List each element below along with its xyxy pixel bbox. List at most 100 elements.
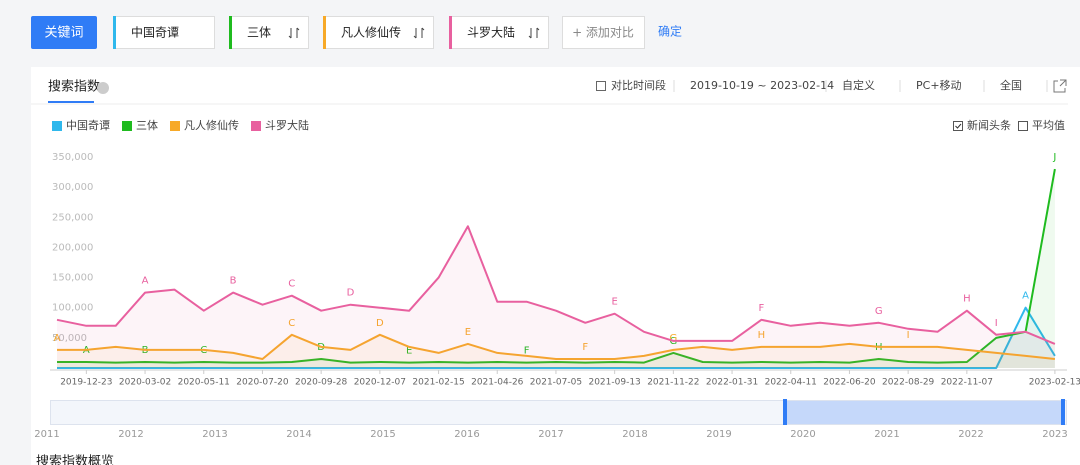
legend-swatch — [170, 121, 180, 131]
keyword-button[interactable] — [31, 16, 97, 49]
keyword-button-label: 关键词 — [44, 26, 83, 41]
x-tick-label: 2020-03-02 — [119, 378, 171, 388]
average: 平均值 — [1032, 119, 1065, 132]
term-input[interactable] — [229, 16, 309, 49]
x-tick-label: 2022-08-29 — [882, 378, 935, 388]
event-marker[interactable]: C — [288, 318, 295, 329]
term-label: 斗罗大陆 — [467, 25, 515, 40]
term-color — [449, 16, 452, 49]
series-area — [57, 334, 1055, 368]
term-input[interactable] — [449, 16, 549, 49]
slider-year: 2017 — [538, 429, 563, 440]
legend-label: 三体 — [136, 118, 158, 132]
compare-period: 对比时间段 — [611, 78, 666, 92]
plot: 中国奇谭 三体 凡人修仙传 斗罗大陆 50,000 100,000 150,000 200,0… — [50, 118, 1080, 388]
x-tick-label: 2021-07-05 — [530, 378, 582, 388]
card — [31, 67, 1080, 465]
x-tick-label: 2021-04-26 — [471, 378, 524, 388]
y-tick-label: 150,000 — [52, 273, 93, 284]
event-marker[interactable]: C — [288, 279, 295, 290]
series-area — [57, 226, 1055, 368]
slider-year: 2013 — [202, 429, 227, 440]
avg-checkbox[interactable] — [1018, 121, 1028, 131]
event-marker[interactable]: G — [875, 306, 883, 317]
add-compare[interactable] — [562, 16, 645, 49]
x-tick-label: 2021-11-22 — [647, 378, 699, 388]
series-line — [56, 225, 1056, 345]
event-marker[interactable]: I — [907, 330, 910, 341]
y-tick-label: 350,000 — [52, 152, 93, 163]
event-marker[interactable]: D — [376, 318, 384, 329]
x-tick-label: 2021-02-15 — [412, 378, 464, 388]
slider-year: 2021 — [874, 429, 899, 440]
event-marker[interactable]: G — [669, 333, 677, 344]
tab-underline — [48, 101, 94, 103]
event-marker[interactable]: E — [465, 327, 471, 338]
term-input[interactable] — [113, 16, 215, 49]
event-marker[interactable]: B — [230, 276, 237, 287]
slider-year: 2022 — [958, 429, 983, 440]
term-label: 中国奇谭 — [131, 25, 179, 40]
term-input[interactable] — [323, 16, 434, 49]
range-selection[interactable] — [785, 401, 1063, 424]
checkbox[interactable] — [596, 81, 606, 91]
series-line — [57, 306, 1056, 369]
help-icon[interactable] — [97, 82, 109, 94]
term-color — [113, 16, 116, 49]
export-icon[interactable] — [1053, 79, 1067, 93]
custom[interactable]: 自定义 — [842, 78, 875, 92]
legend-label: 凡人修仙传 — [184, 118, 239, 132]
x-tick-label: 2020-07-20 — [236, 378, 289, 388]
event-marker[interactable]: J — [1052, 152, 1056, 163]
term-label: 凡人修仙传 — [341, 25, 401, 40]
region[interactable]: 全国 — [1000, 78, 1022, 92]
legend-label: 中国奇谭 — [66, 119, 110, 132]
event-marker[interactable]: E — [406, 346, 412, 357]
slider-year: 2011 — [34, 429, 59, 440]
event-marker[interactable]: H — [963, 294, 971, 305]
news-checkbox[interactable] — [953, 121, 963, 131]
add-compare-label: + 添加对比 — [572, 26, 634, 40]
term-color — [323, 16, 326, 49]
overview: 搜索指数概览 — [36, 454, 114, 465]
x-tick-label: 2020-09-28 — [295, 378, 348, 388]
x-tick-label: 2022-01-31 — [706, 378, 758, 388]
news-headline: 新闻头条 — [967, 118, 1011, 132]
series-line — [57, 168, 1056, 364]
x-tick-label: 2021-09-13 — [588, 378, 640, 388]
event-marker[interactable]: A — [142, 276, 149, 287]
date-range[interactable]: 2019-10-19 ~ 2023-02-14 — [690, 79, 834, 92]
handle[interactable] — [1061, 399, 1065, 425]
event-marker[interactable]: F — [524, 346, 530, 357]
event-marker[interactable]: F — [582, 342, 588, 353]
handle[interactable] — [783, 399, 787, 425]
event-marker[interactable]: F — [759, 303, 765, 314]
event-marker[interactable]: A — [1022, 291, 1029, 302]
event-marker[interactable]: H — [758, 330, 766, 341]
slider-year: 2012 — [118, 429, 143, 440]
device[interactable]: PC+移动 — [916, 79, 962, 92]
event-marker[interactable]: I — [995, 318, 998, 329]
y-tick-label: 250,000 — [52, 212, 93, 223]
event-marker[interactable]: E — [611, 297, 617, 308]
confirm[interactable]: 确定 — [658, 24, 682, 39]
legend-swatch — [251, 121, 261, 131]
slider-year: 2020 — [790, 429, 815, 440]
term-inputs: 中国奇谭 三体 凡人修仙传 斗罗大陆 — [113, 16, 549, 49]
series-line — [57, 333, 1056, 360]
separators — [673, 80, 1048, 92]
event-marker[interactable]: D — [347, 288, 355, 299]
tab[interactable]: 搜索指数 — [48, 80, 100, 95]
swap-icon[interactable] — [288, 27, 300, 39]
swap-icon[interactable] — [413, 27, 425, 39]
slider-year: 2018 — [622, 429, 647, 440]
event-marker[interactable]: A — [54, 333, 61, 344]
slider-year: 2019 — [706, 429, 731, 440]
slider-year: 2023 — [1042, 429, 1067, 440]
x-tick-label: 2020-12-07 — [354, 378, 406, 388]
x-tick-label: 2023-02-13 — [1029, 378, 1080, 388]
x-tick-label: 2022-11-07 — [941, 378, 993, 388]
y-tick-label: 200,000 — [52, 242, 93, 253]
swap-icon[interactable] — [528, 27, 540, 39]
